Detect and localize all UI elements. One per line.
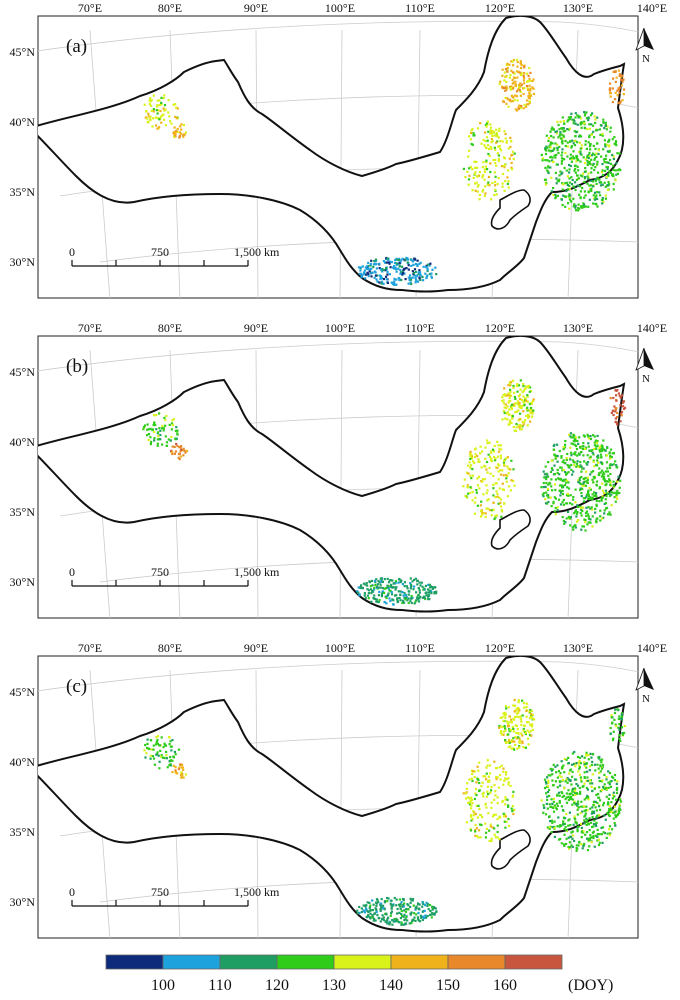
scale-bar-mid: 750 [151,565,169,579]
latitude-label: 35°N [10,505,36,519]
doy-legend: 100 110 120 130 140 150 160 (DOY) [105,954,613,994]
longitude-label: 140°E [637,1,667,15]
scale-bar-zero: 0 [69,565,75,579]
longitude-label: 110°E [405,1,435,15]
longitude-label: 140°E [637,641,667,655]
longitude-label: 70°E [78,321,102,335]
latitude-label: 30°N [10,575,36,589]
north-arrow-icon: N [635,667,654,705]
longitude-label: 100°E [325,641,355,655]
longitude-label: 80°E [158,641,182,655]
latitude-label: 40°N [10,115,36,129]
longitude-label: 130°E [563,641,593,655]
legend-swatch [162,954,221,970]
scale-bar-zero: 0 [69,245,75,259]
scale-bar-end: 1,500 km [234,245,280,259]
legend-tick-label: 160 [493,977,517,994]
panel-label: (c) [66,676,87,697]
latitude-label: 45°N [10,685,36,699]
map-panel-a: 70°E 80°E 90°E 100°E 110°E 120°E 130°E 140°E 45°… [10,1,667,299]
longitude-label: 80°E [158,1,182,15]
latitude-label: 40°N [10,435,36,449]
latitude-label: 40°N [10,755,36,769]
longitude-label: 120°E [485,321,515,335]
longitude-label: 100°E [325,321,355,335]
doy-pixels [143,698,626,926]
legend-swatch [105,954,164,970]
doy-pixels [142,379,627,606]
north-arrow-icon: N [635,347,654,385]
longitude-label: 90°E [244,321,268,335]
panel-label: (b) [66,356,88,377]
longitude-label: 130°E [563,1,593,15]
doy-pixels [143,58,626,286]
longitude-label: 120°E [485,1,515,15]
longitude-label: 90°E [244,641,268,655]
longitude-label: 130°E [563,321,593,335]
panel-label: (a) [66,36,87,57]
scale-bar: 0 750 1,500 km [69,885,280,907]
longitude-label: 110°E [405,641,435,655]
legend-tick-label: 140 [379,977,403,994]
legend-tick-label: 150 [436,977,460,994]
legend-unit: (DOY) [568,977,613,994]
map-panel-b: 70°E 80°E 90°E 100°E 110°E 120°E 130°E 140°E 45°… [10,321,667,619]
scale-bar-mid: 750 [151,885,169,899]
longitude-label: 100°E [325,1,355,15]
latitude-label: 35°N [10,185,36,199]
legend-tick-label: 120 [265,977,289,994]
legend-swatch [276,954,335,970]
latitude-label: 45°N [10,365,36,379]
scale-bar: 0 750 1,500 km [69,565,280,587]
scale-bar-mid: 750 [151,245,169,259]
north-label: N [642,53,650,65]
legend-swatch [219,954,278,970]
legend-tick-label: 130 [322,977,346,994]
legend-swatch [333,954,392,970]
longitude-label: 140°E [637,321,667,335]
latitude-label: 30°N [10,255,36,269]
latitude-label: 45°N [10,45,36,59]
latitude-label: 30°N [10,895,36,909]
north-label: N [642,373,650,385]
longitude-label: 120°E [485,641,515,655]
longitude-label: 110°E [405,321,435,335]
longitude-label: 90°E [244,1,268,15]
map-panels: 70°E 80°E 90°E 100°E 110°E 120°E 130°E 140°E 45°… [10,1,667,939]
legend-swatch [447,954,506,970]
scale-bar-zero: 0 [69,885,75,899]
legend-tick-label: 110 [208,977,231,994]
longitude-label: 80°E [158,321,182,335]
scale-bar-end: 1,500 km [234,565,280,579]
latitude-label: 35°N [10,825,36,839]
map-panel-c: 70°E 80°E 90°E 100°E 110°E 120°E 130°E 140°E 45°… [10,641,667,939]
north-label: N [642,693,650,705]
legend-swatch [504,954,563,970]
longitude-label: 70°E [78,1,102,15]
north-arrow-icon: N [635,27,654,65]
scale-bar: 0 750 1,500 km [69,245,280,267]
longitude-label: 70°E [78,641,102,655]
scale-bar-end: 1,500 km [234,885,280,899]
legend-swatch [390,954,449,970]
legend-tick-label: 100 [151,977,175,994]
